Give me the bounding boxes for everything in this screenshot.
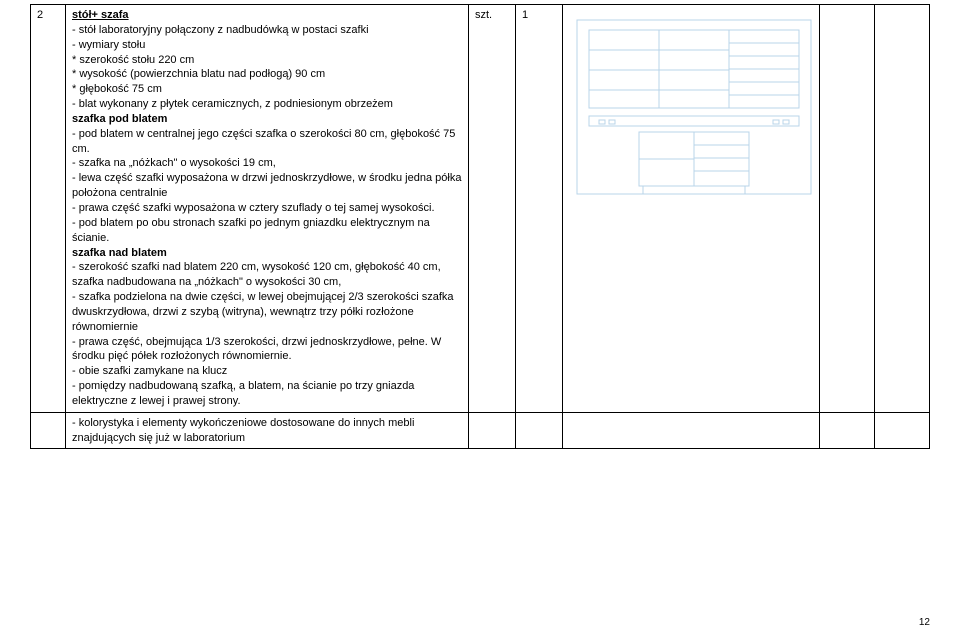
page-number: 12 xyxy=(919,617,930,628)
item-title: stół+ szafa xyxy=(72,9,129,21)
desc-line: - szafka podzielona na dwie części, w le… xyxy=(72,291,454,333)
desc-line: - szafka na „nóżkach" o wysokości 19 cm, xyxy=(72,157,276,169)
desc-line: - blat wykonany z płytek ceramicznych, z… xyxy=(72,98,393,110)
desc-line: * głębokość 75 cm xyxy=(72,83,162,95)
cell-drawing xyxy=(563,5,820,413)
desc-line: - lewa część szafki wyposażona w drzwi j… xyxy=(72,172,461,199)
cell-quantity: 1 xyxy=(516,5,563,413)
page: 2 stół+ szafa - stół laboratoryjny połąc… xyxy=(0,0,960,634)
cell-empty xyxy=(516,412,563,449)
table-row-footnote: - kolorystyka i elementy wykończeniowe d… xyxy=(31,412,930,449)
desc-line: - stół laboratoryjny połączony z nadbudó… xyxy=(72,24,369,36)
cell-empty xyxy=(31,412,66,449)
desc-line: - prawa część, obejmująca 1/3 szerokości… xyxy=(72,336,441,363)
cell-empty xyxy=(820,412,875,449)
cell-row-number: 2 xyxy=(31,5,66,413)
cell-footnote: - kolorystyka i elementy wykończeniowe d… xyxy=(66,412,469,449)
cell-description: stół+ szafa - stół laboratoryjny połączo… xyxy=(66,5,469,413)
technical-drawing xyxy=(569,12,819,202)
drawing-svg xyxy=(569,12,819,202)
desc-line: - pod blatem po obu stronach szafki po j… xyxy=(72,217,430,244)
desc-line: - prawa część szafki wyposażona w cztery… xyxy=(72,202,435,214)
desc-line: - pomiędzy nadbudowaną szafką, a blatem,… xyxy=(72,380,414,407)
cell-empty-2 xyxy=(875,5,930,413)
cell-empty xyxy=(875,412,930,449)
cell-empty xyxy=(563,412,820,449)
desc-line: * wysokość (powierzchnia blatu nad podło… xyxy=(72,68,325,80)
subheading-over-top: szafka nad blatem xyxy=(72,247,167,259)
desc-line: - pod blatem w centralnej jego części sz… xyxy=(72,128,455,155)
desc-line: * szerokość stołu 220 cm xyxy=(72,54,194,66)
table-row: 2 stół+ szafa - stół laboratoryjny połąc… xyxy=(31,5,930,413)
cell-empty-1 xyxy=(820,5,875,413)
subheading-under-top: szafka pod blatem xyxy=(72,113,167,125)
spec-table: 2 stół+ szafa - stół laboratoryjny połąc… xyxy=(30,4,930,449)
desc-line: - szerokość szafki nad blatem 220 cm, wy… xyxy=(72,261,441,288)
desc-line: - wymiary stołu xyxy=(72,39,145,51)
desc-line: - obie szafki zamykane na klucz xyxy=(72,365,227,377)
cell-empty xyxy=(469,412,516,449)
cell-unit: szt. xyxy=(469,5,516,413)
